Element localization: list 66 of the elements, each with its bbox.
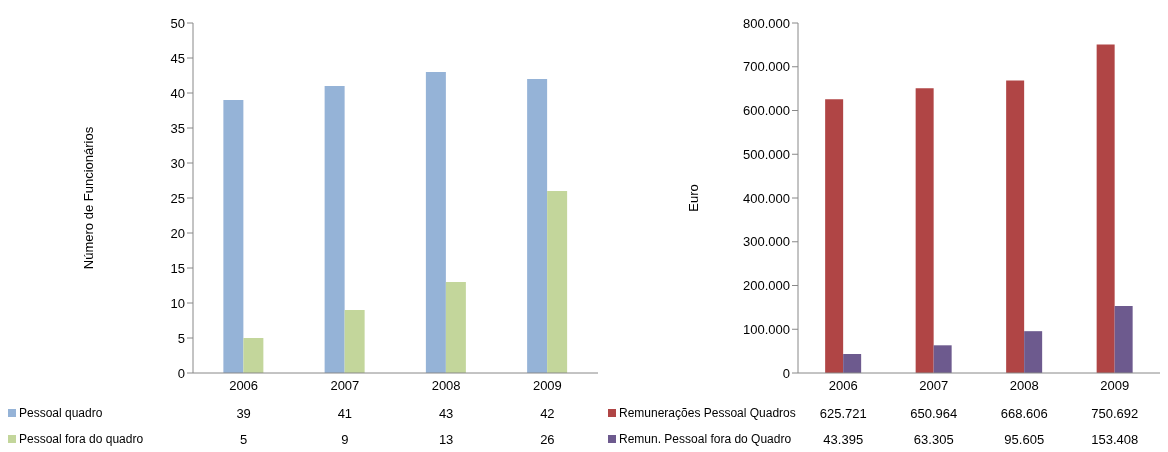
bar [223, 100, 244, 373]
data-label: 42 [539, 405, 556, 421]
data-label: 41 [336, 405, 354, 421]
y-tick-label: 10 [170, 295, 185, 311]
y-tick-label: 0 [177, 365, 185, 381]
bar [843, 354, 862, 373]
y-axis-title: Número de Funcionários [80, 126, 96, 270]
bar [915, 88, 934, 373]
y-tick-label: 0 [782, 365, 790, 381]
y-tick-label: 300.000 [743, 234, 790, 250]
y-tick-label: 35 [170, 120, 185, 136]
data-label: 13 [437, 431, 455, 447]
data-label: 43 [437, 405, 455, 421]
data-label: 95.605 [1003, 431, 1046, 447]
x-tick-label: 2009 [532, 378, 562, 394]
y-tick-label: 40 [170, 85, 185, 101]
data-label: 750.692 [1090, 405, 1140, 421]
x-tick-label: 2006 [828, 378, 858, 394]
bar [324, 86, 345, 373]
bar [527, 79, 548, 373]
data-label: 5 [239, 431, 249, 447]
data-label: 9 [340, 431, 350, 447]
y-tick-label: 5 [177, 330, 185, 346]
x-tick-label: 2009 [1100, 378, 1130, 394]
bar [243, 338, 264, 373]
data-label: 43.395 [822, 431, 865, 447]
y-axis-title: Euro [685, 184, 701, 212]
x-tick-label: 2007 [919, 378, 949, 394]
y-tick-label: 600.000 [743, 103, 790, 119]
data-label: 39 [235, 405, 252, 421]
data-label: 668.606 [999, 405, 1049, 421]
y-tick-label: 45 [170, 50, 185, 66]
y-tick-label: 25 [170, 190, 185, 206]
y-tick-label: 30 [170, 155, 185, 171]
legend-label: Pessoal quadro [19, 406, 103, 420]
x-tick-label: 2008 [431, 378, 461, 394]
legend-label: Pessoal fora do quadro [19, 432, 144, 446]
data-label: 63.305 [912, 431, 955, 447]
y-tick-label: 50 [170, 15, 185, 31]
bar [1114, 305, 1133, 373]
x-tick-label: 2007 [330, 378, 360, 394]
bar [344, 310, 365, 373]
y-tick-label: 800.000 [743, 15, 790, 31]
data-label: 650.964 [909, 405, 959, 421]
bar [825, 99, 844, 373]
y-tick-label: 200.000 [743, 278, 790, 294]
data-label: 625.721 [818, 405, 868, 421]
bar [1024, 331, 1043, 373]
bar [547, 191, 568, 373]
y-tick-label: 15 [170, 260, 185, 276]
x-tick-label: 2006 [229, 378, 259, 394]
bar [425, 72, 446, 373]
data-label: 153.408 [1090, 431, 1140, 447]
bar [1096, 44, 1115, 373]
y-tick-label: 500.000 [743, 146, 790, 162]
legend-label: Remunerações Pessoal Quadros [619, 406, 796, 420]
bar [445, 282, 466, 373]
data-label: 26 [539, 431, 556, 447]
legend-label: Remun. Pessoal fora do Quadro [619, 432, 792, 446]
bar [1006, 80, 1025, 373]
y-tick-label: 400.000 [743, 190, 790, 206]
x-tick-label: 2008 [1009, 378, 1039, 394]
y-tick-label: 700.000 [743, 59, 790, 75]
bar [933, 345, 952, 373]
y-tick-label: 100.000 [743, 321, 790, 337]
y-tick-label: 20 [170, 225, 185, 241]
